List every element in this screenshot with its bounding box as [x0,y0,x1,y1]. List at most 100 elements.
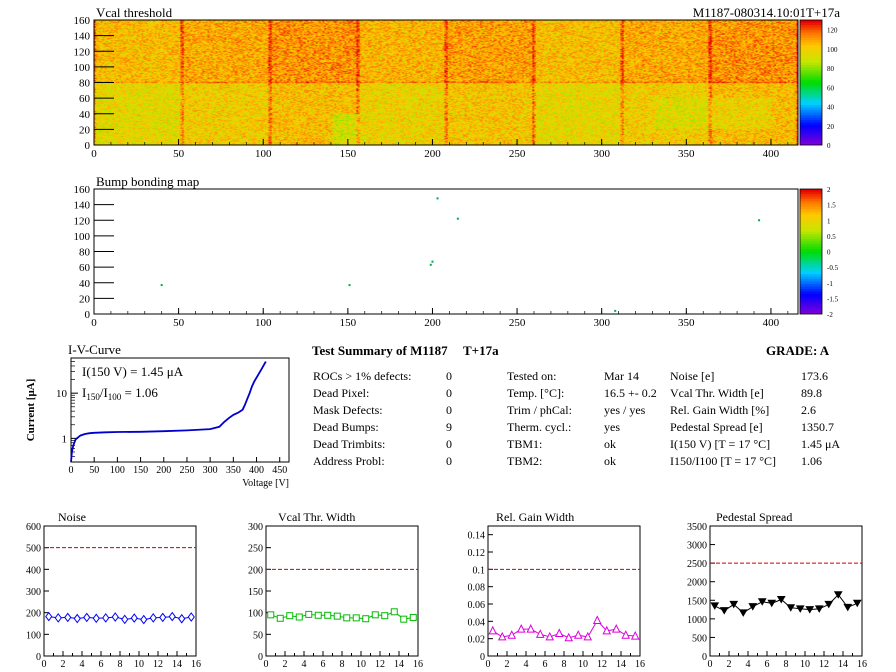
y-tick-label: 600 [26,522,41,533]
bump-scale-label: 1.5 [827,202,836,210]
y-tick-label: 0.14 [468,531,486,542]
data-point [102,613,110,623]
summary-value: yes [604,420,620,434]
summary-value: 0 [446,369,452,383]
summary-value: yes / yes [604,403,646,417]
x-tick-label: 100 [255,148,272,160]
dead-bump-point [456,217,459,220]
data-point [583,631,593,641]
summary-value: 16.5 +- 0.2 [604,386,657,400]
bump-scale-label: 1 [827,217,831,225]
summary-label: Temp. [°C]: [507,386,565,400]
bump-scale-label: 0.5 [827,233,836,241]
summary-value: 0 [446,454,452,468]
y-tick-label: 400 [26,565,41,576]
dead-bump-point [436,197,439,200]
vcal-y-axis: 0 20 40 60 80 100 120 140 160 [74,15,114,152]
vcal-scale-label: 120 [827,27,838,35]
data-point [776,596,786,604]
y-tick-label: 60 [79,262,91,274]
data-point [73,613,81,624]
data-point [767,599,777,608]
data-point [592,615,602,624]
data-point [852,599,862,608]
data-point [611,624,621,633]
summary-label: TBM1: [507,437,543,451]
x-tick-label: 300 [593,317,610,329]
data-point [497,631,507,641]
data-point [305,610,313,618]
summary-value: 9 [446,420,452,434]
iv-frame [70,357,290,463]
x-tick-label: 8 [784,659,789,670]
y-tick-label: 0 [480,652,485,663]
x-tick-label: 8 [118,659,123,670]
data-point [362,615,370,623]
data-point [159,612,167,623]
bump-scale-label: -1 [827,280,833,288]
y-tick-label: 160 [74,15,91,27]
iv-x-tick-label: 300 [203,465,218,476]
summary-value: 0 [446,403,452,417]
data-point [573,630,583,639]
data-point [719,607,729,615]
y-tick-label: 0 [85,309,91,321]
y-tick-label: 160 [74,184,91,196]
data-point [343,614,351,622]
data-point [621,630,631,639]
data-point [757,598,767,606]
bump-scale-label: -2 [827,311,833,319]
summary-label: Therm. cycl.: [507,420,572,434]
vcal-map-title: Vcal threshold [96,5,173,20]
vcal-scale-label: 0 [827,142,831,150]
summary-label: Dead Pixel: [313,386,370,400]
x-tick-label: 16 [413,659,423,670]
x-tick-label: 10 [134,659,144,670]
data-point [371,611,379,619]
y-tick-label: 3000 [687,541,707,552]
bump-map-frame [93,188,799,315]
data-point [814,605,824,613]
grade-label: GRADE: A [766,343,830,358]
noise-plot: Noise 0 100 200 300 400 500 600 0 2 4 6 8 10 12 14 16 [26,510,201,670]
summary-label: Dead Trimbits: [313,437,386,451]
data-point [83,612,91,623]
y-tick-label: 1000 [687,615,707,626]
vcal-scale-label: 20 [827,123,835,131]
x-tick-label: 2 [61,659,66,670]
iv-annotation-ratio: I150/I100 = 1.06 [82,385,158,402]
data-point [488,625,498,635]
bump-y-axis: 0 20 40 60 80 100 120 140 160 [74,184,114,321]
x-tick-label: 250 [509,317,526,329]
summary-label: I150/I100 [T = 17 °C] [670,454,777,468]
x-tick-label: 2 [727,659,732,670]
y-tick-label: 0.08 [468,583,486,594]
x-tick-label: 50 [173,148,185,160]
y-tick-label: 100 [248,609,263,620]
x-tick-label: 10 [356,659,366,670]
x-tick-label: 14 [616,659,626,670]
dead-bump-point [758,219,761,222]
plot-title: Pedestal Spread [716,510,792,524]
data-point [267,611,275,619]
y-tick-label: 2500 [687,559,707,570]
summary-value: ok [604,454,616,468]
x-tick-label: 400 [763,317,780,329]
y-tick-label: 0 [258,652,263,663]
summary-label: Mask Defects: [313,403,383,417]
x-tick-label: 4 [80,659,85,670]
x-tick-label: 6 [321,659,326,670]
data-point [400,615,408,623]
data-point [276,614,284,622]
vcal-color-scale: 0 20 40 60 80 100 120 [799,19,838,150]
dead-bump-point [431,260,434,263]
summary-value: 1350.7 [801,420,834,434]
y-tick-label: 250 [248,544,263,555]
summary-temp-label: T+17a [463,343,499,358]
data-point [314,611,322,619]
x-tick-label: 250 [509,148,526,160]
y-tick-label: 0 [36,652,41,663]
vcal-scale-label: 60 [827,84,835,92]
data-point [535,629,545,638]
data-point [130,613,138,623]
